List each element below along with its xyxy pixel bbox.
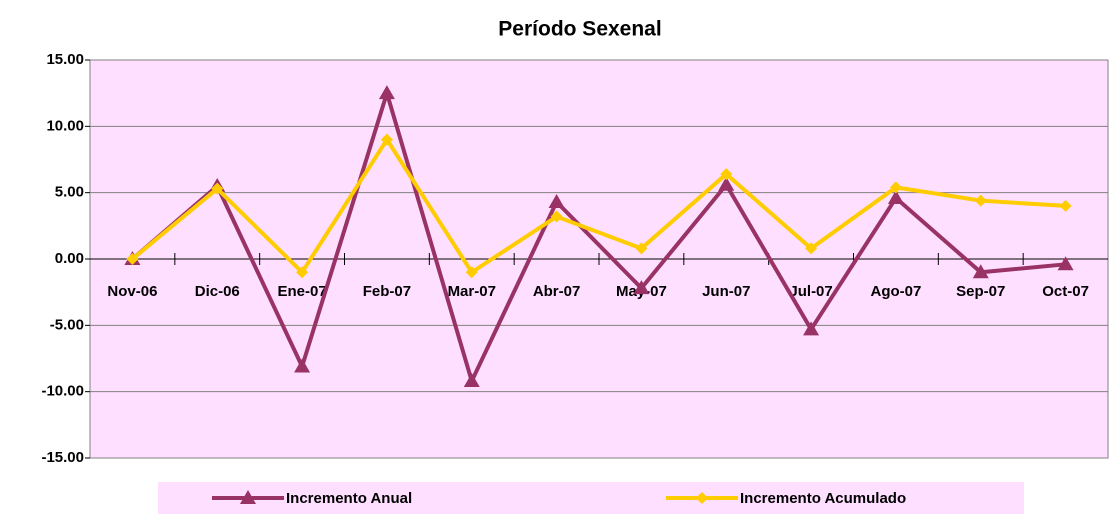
x-tick-label: Oct-07: [1042, 283, 1089, 300]
series-line: [131, 135, 1066, 276]
legend-label: Incremento Acumulado: [740, 490, 906, 507]
data-point: [803, 321, 820, 336]
data-point: [380, 133, 393, 146]
y-tick-label: 10.00: [46, 117, 84, 134]
x-tick-label: Dic-06: [195, 283, 240, 300]
x-tick-label: Nov-06: [107, 283, 157, 300]
data-point: [972, 264, 989, 279]
y-tick-label: 0.00: [55, 250, 84, 267]
x-tick-label: Mar-07: [448, 283, 496, 300]
y-tick-label: 5.00: [55, 184, 84, 201]
data-point: [635, 242, 648, 255]
data-point: [805, 242, 818, 255]
x-tick-label: Abr-07: [533, 283, 581, 300]
data-point: [887, 189, 904, 204]
data-point: [1059, 199, 1072, 212]
y-tick-label: -15.00: [41, 449, 84, 466]
data-point: [296, 266, 309, 279]
x-tick-label: Sep-07: [956, 283, 1005, 300]
y-tick-label: 15.00: [46, 51, 84, 68]
data-point: [974, 194, 987, 207]
x-tick-label: Ene-07: [277, 283, 326, 300]
data-point: [720, 168, 733, 181]
y-tick-label: -5.00: [50, 316, 84, 333]
data-point: [211, 182, 224, 195]
data-point: [550, 210, 563, 223]
chart-title: Período Sexenal: [498, 18, 661, 41]
x-tick-label: Jul-07: [789, 283, 832, 300]
legend-label: Incremento Anual: [286, 490, 412, 507]
data-point: [889, 181, 902, 194]
data-point: [294, 358, 311, 373]
x-tick-label: Ago-07: [870, 283, 921, 300]
data-point: [548, 193, 565, 208]
legend-marker: [696, 492, 708, 504]
data-point: [633, 280, 650, 295]
y-tick-label: -10.00: [41, 383, 84, 400]
legend-marker: [240, 490, 256, 504]
x-tick-label: Jun-07: [702, 283, 750, 300]
data-point: [463, 373, 480, 388]
data-point: [465, 266, 478, 279]
data-point: [126, 253, 139, 265]
series-line: [131, 86, 1066, 387]
data-point: [718, 176, 735, 191]
x-tick-label: Feb-07: [363, 283, 411, 300]
data-point: [378, 85, 395, 100]
legend-box: [158, 482, 1024, 514]
data-point: [1057, 256, 1074, 271]
